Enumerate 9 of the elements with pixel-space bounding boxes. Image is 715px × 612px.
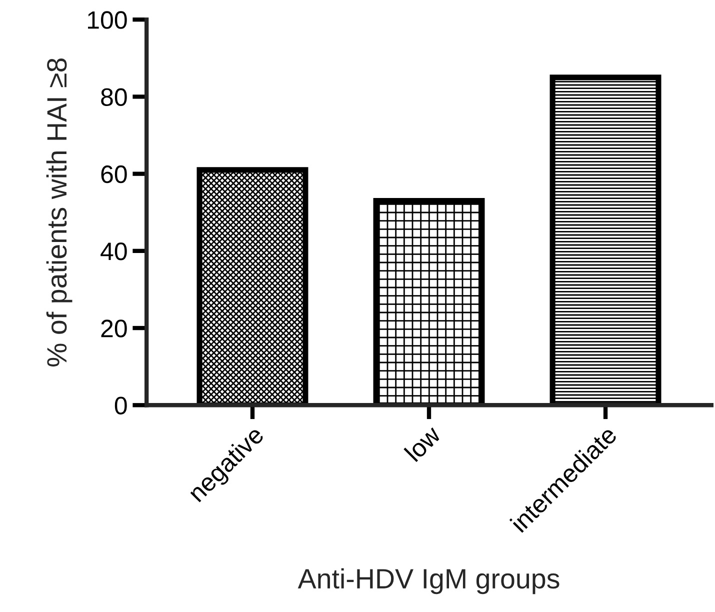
y-tick-label: 0	[114, 396, 127, 414]
y-axis-title: % of patients with HAI ≥8	[46, 58, 72, 366]
y-tick-label: 60	[101, 165, 127, 184]
x-axis-title: Anti-HDV IgM groups	[298, 568, 560, 594]
y-tick-label: 100	[88, 11, 127, 29]
y-tick-label: 20	[101, 320, 127, 338]
x-tick-label: low	[404, 424, 442, 462]
y-tick-label: 80	[101, 88, 127, 106]
y-tick-label: 40	[100, 242, 127, 260]
